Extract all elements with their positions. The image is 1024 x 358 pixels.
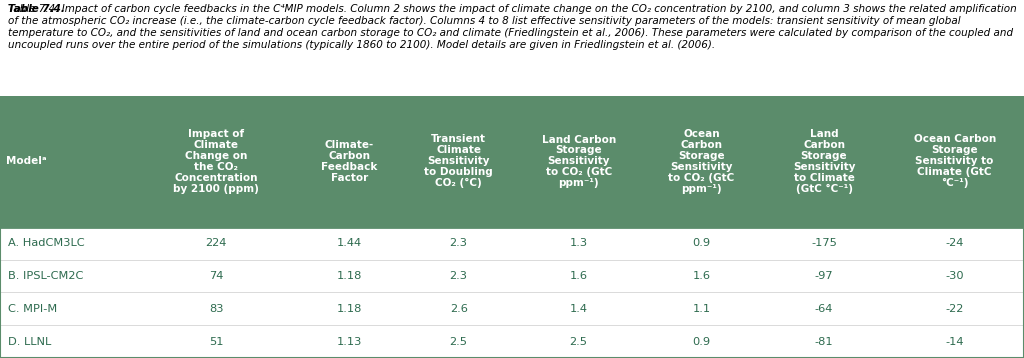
Text: 2.3: 2.3: [450, 238, 468, 248]
Text: B. IPSL-CM2C: B. IPSL-CM2C: [8, 271, 84, 281]
Text: 1.4: 1.4: [569, 304, 588, 314]
Text: 0.9: 0.9: [692, 337, 711, 347]
Text: 2.3: 2.3: [450, 271, 468, 281]
Text: Transient
Climate
Sensitivity
to Doubling
CO₂ (°C): Transient Climate Sensitivity to Doublin…: [424, 135, 493, 188]
Text: -175: -175: [811, 238, 837, 248]
Bar: [0, 227, 1024, 260]
Text: Table 7.4. Impact of carbon cycle feedbacks in the C⁴MIP models. Column 2 shows : Table 7.4. Impact of carbon cycle feedba…: [8, 4, 1017, 50]
Text: Modelᵃ: Modelᵃ: [6, 156, 47, 166]
Text: A. HadCM3LC: A. HadCM3LC: [8, 238, 85, 248]
Text: 83: 83: [209, 304, 223, 314]
Text: Ocean Carbon
Storage
Sensitivity to
Climate (GtC
°C⁻¹): Ocean Carbon Storage Sensitivity to Clim…: [913, 135, 995, 188]
Text: -14: -14: [945, 337, 964, 347]
Text: -81: -81: [815, 337, 834, 347]
Text: 1.13: 1.13: [337, 337, 362, 347]
Bar: [0, 96, 1024, 227]
Bar: [0, 292, 1024, 325]
Text: Table 7.4.: Table 7.4.: [8, 4, 66, 14]
Text: D. LLNL: D. LLNL: [8, 337, 51, 347]
Text: Land
Carbon
Storage
Sensitivity
to Climate
(GtC °C⁻¹): Land Carbon Storage Sensitivity to Clima…: [793, 129, 855, 194]
Text: 2.5: 2.5: [450, 337, 468, 347]
Text: 1.6: 1.6: [569, 271, 588, 281]
Text: 1.6: 1.6: [692, 271, 711, 281]
Text: Ocean
Carbon
Storage
Sensitivity
to CO₂ (GtC
ppm⁻¹): Ocean Carbon Storage Sensitivity to CO₂ …: [669, 129, 734, 194]
Text: 51: 51: [209, 337, 223, 347]
Bar: [0, 325, 1024, 358]
Text: 224: 224: [206, 238, 226, 248]
Text: 1.18: 1.18: [337, 304, 362, 314]
Text: -30: -30: [945, 271, 964, 281]
Text: 1.3: 1.3: [569, 238, 588, 248]
Text: Land Carbon
Storage
Sensitivity
to CO₂ (GtC
ppm⁻¹): Land Carbon Storage Sensitivity to CO₂ (…: [542, 135, 615, 188]
Text: 2.6: 2.6: [450, 304, 468, 314]
Bar: [0, 260, 1024, 292]
Text: -24: -24: [945, 238, 964, 248]
Text: C. MPI-M: C. MPI-M: [8, 304, 57, 314]
Text: 0.9: 0.9: [692, 238, 711, 248]
Text: 1.44: 1.44: [337, 238, 361, 248]
Text: -97: -97: [815, 271, 834, 281]
Text: -22: -22: [945, 304, 964, 314]
Text: Impact of
Climate
Change on
the CO₂
Concentration
by 2100 (ppm): Impact of Climate Change on the CO₂ Conc…: [173, 129, 259, 194]
Text: 1.1: 1.1: [692, 304, 711, 314]
Text: 1.18: 1.18: [337, 271, 362, 281]
Text: 2.5: 2.5: [569, 337, 588, 347]
Text: 74: 74: [209, 271, 223, 281]
Text: Climate-
Carbon
Feedback
Factor: Climate- Carbon Feedback Factor: [322, 140, 378, 183]
Text: -64: -64: [815, 304, 834, 314]
